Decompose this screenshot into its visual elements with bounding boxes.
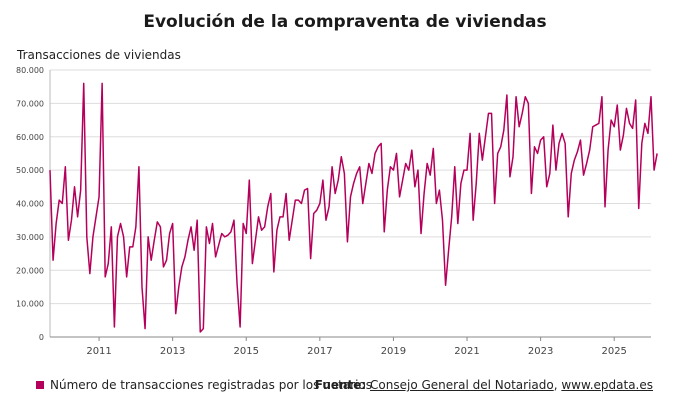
source-label: Fuente:	[314, 378, 367, 392]
series-line	[49, 82, 658, 333]
y-tick-label: 0	[39, 333, 44, 342]
x-tick-label: 2011	[86, 346, 111, 357]
y-tick-label: 80.000	[16, 66, 44, 75]
chart-title: Evolución de la compraventa de viviendas	[143, 12, 547, 32]
source-site-link[interactable]: www.epdata.es	[561, 378, 653, 392]
x-tick-label: 2015	[234, 346, 259, 357]
y-tick-label: 10.000	[16, 300, 44, 309]
y-tick-label: 20.000	[16, 266, 44, 275]
x-tick-label: 2017	[307, 346, 332, 357]
x-tick-label: 2025	[601, 346, 626, 357]
y-tick-label: 50.000	[16, 166, 44, 175]
legend-label: Número de transacciones registradas por …	[50, 378, 373, 392]
y-tick-label: 60.000	[16, 133, 44, 142]
legend: Número de transacciones registradas por …	[36, 378, 372, 392]
source-publisher-link[interactable]: Consejo General del Notariado	[370, 378, 554, 392]
y-tick-label: 30.000	[16, 233, 44, 242]
x-tick-label: 2023	[528, 346, 553, 357]
x-tick-label: 2021	[454, 346, 479, 357]
source-separator: ,	[553, 378, 562, 392]
y-tick-label: 40.000	[16, 200, 44, 209]
x-tick-label: 2013	[160, 346, 185, 357]
source-note: Fuente: Consejo General del Notariado, w…	[315, 378, 653, 392]
y-axis-title: Transacciones de viviendas	[17, 48, 181, 62]
y-tick-label: 70.000	[16, 99, 44, 108]
x-tick-label: 2019	[381, 346, 406, 357]
legend-swatch	[36, 381, 44, 389]
